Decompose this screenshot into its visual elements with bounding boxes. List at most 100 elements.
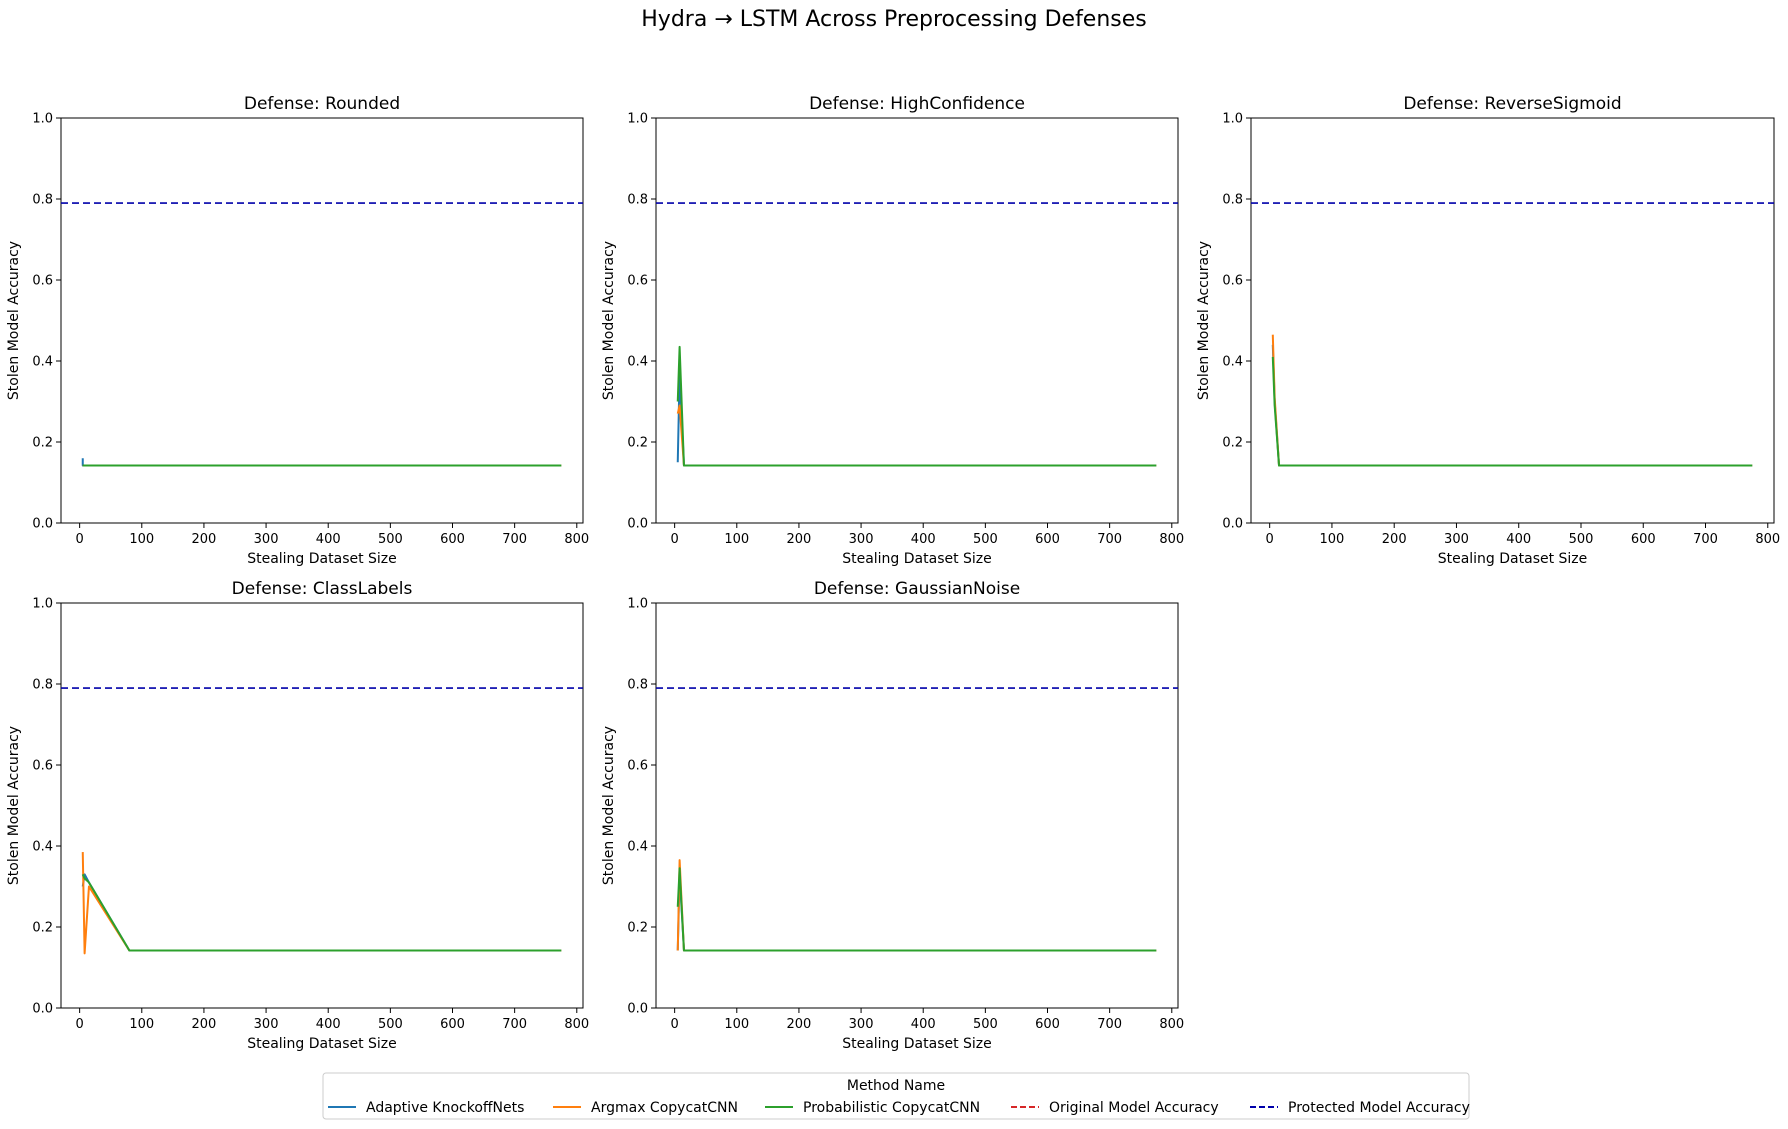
x-tick-label: 700 [502,532,527,547]
y-tick-label: 0.6 [32,759,53,774]
y-axis-label: Stolen Model Accuracy [6,241,22,400]
legend-entry-label: Argmax CopycatCNN [591,1100,738,1116]
legend-entry-label: Adaptive KnockoffNets [366,1100,524,1116]
legend-title: Method Name [847,1078,945,1094]
x-tick-label: 600 [1035,1017,1060,1032]
probabilistic-copycatcnn-line [676,345,1157,467]
x-tick-label: 800 [1159,532,1184,547]
probabilistic-copycatcnn-line [81,873,562,952]
x-axis-label: Stealing Dataset Size [247,551,397,567]
panel-title: Defense: ReverseSigmoid [1403,94,1621,114]
y-axis-label: Stolen Model Accuracy [6,726,22,885]
y-tick-label: 1.0 [627,112,648,127]
x-tick-label: 700 [1693,532,1718,547]
x-tick-label: 100 [1320,532,1345,547]
panel-title: Defense: GaussianNoise [814,579,1020,599]
axes-frame [655,117,1179,524]
x-tick-label: 0 [1266,532,1274,547]
x-tick-label: 400 [316,532,341,547]
x-tick-label: 0 [671,1017,679,1032]
x-tick-label: 800 [564,532,589,547]
panel-title: Defense: Rounded [244,94,400,114]
x-tick-label: 100 [129,1017,154,1032]
plot-area [1251,202,1774,467]
x-axis-label: Stealing Dataset Size [842,1036,992,1052]
plot-area [61,202,583,467]
x-tick-label: 600 [440,532,465,547]
y-tick-label: 0.4 [32,840,53,855]
x-tick-label: 400 [911,532,936,547]
x-tick-label: 400 [1506,532,1531,547]
y-tick-label: 0.2 [32,436,53,451]
x-tick-label: 100 [129,532,154,547]
axes-frame [655,602,1179,1009]
y-tick-label: 0.8 [627,193,648,208]
x-tick-label: 300 [849,532,874,547]
y-tick-label: 0.0 [32,517,53,532]
y-tick-label: 1.0 [32,597,53,612]
y-tick-label: 0.0 [627,1002,648,1017]
plot-area [656,202,1178,467]
x-tick-label: 800 [564,1017,589,1032]
plot-area [656,687,1178,952]
x-tick-label: 0 [76,1017,84,1032]
x-tick-label: 600 [1631,532,1656,547]
y-tick-label: 0.2 [627,921,648,936]
x-tick-label: 500 [1569,532,1594,547]
axes-frame [1250,117,1775,524]
panel-title: Defense: ClassLabels [232,579,413,599]
legend-entry-label: Probabilistic CopycatCNN [803,1100,980,1116]
x-tick-label: 0 [76,532,84,547]
chart-panel: Defense: ReverseSigmoid 0 100 200 300 400 500 6… [1196,94,1780,567]
plot-area [61,687,583,955]
x-tick-label: 0 [671,532,679,547]
chart-panels: Defense: Rounded 0 100 200 300 400 500 600 700 80… [6,94,1780,1052]
y-tick-label: 0.6 [627,759,648,774]
x-axis-label: Stealing Dataset Size [247,1036,397,1052]
y-tick-label: 0.0 [1222,517,1243,532]
y-tick-label: 0.8 [1222,193,1243,208]
y-tick-label: 1.0 [1222,112,1243,127]
y-tick-label: 0.2 [627,436,648,451]
x-tick-label: 200 [192,1017,217,1032]
y-tick-label: 0.4 [32,355,53,370]
x-tick-label: 600 [440,1017,465,1032]
chart-panel: Defense: GaussianNoise 0 100 200 300 400 500 60… [601,579,1184,1052]
y-tick-label: 0.4 [1222,355,1243,370]
y-tick-label: 0.4 [627,355,648,370]
probabilistic-copycatcnn-line [1271,356,1753,467]
x-tick-label: 600 [1035,532,1060,547]
y-tick-label: 0.2 [32,921,53,936]
legend: Method Name Adaptive KnockoffNets Argmax C… [322,1072,1470,1120]
x-tick-label: 200 [192,532,217,547]
chart-panel: Defense: HighConfidence 0 100 200 300 400 500 6… [601,94,1184,567]
axes-frame [60,117,584,524]
axes-frame [60,602,584,1009]
figure-title: Hydra → LSTM Across Preprocessing Defens… [641,7,1147,32]
x-tick-label: 700 [502,1017,527,1032]
legend-entry-label: Protected Model Accuracy [1288,1100,1470,1116]
chart-panel: Defense: ClassLabels 0 100 200 300 400 500 600 7… [6,579,589,1052]
y-axis-label: Stolen Model Accuracy [601,241,617,400]
x-axis-label: Stealing Dataset Size [1438,551,1588,567]
x-tick-label: 400 [316,1017,341,1032]
x-tick-label: 300 [1444,532,1469,547]
x-tick-label: 200 [787,1017,812,1032]
y-tick-label: 1.0 [32,112,53,127]
x-tick-label: 100 [724,532,749,547]
x-tick-label: 800 [1755,532,1780,547]
x-tick-label: 300 [254,1017,279,1032]
chart-panel: Defense: Rounded 0 100 200 300 400 500 600 700 80… [6,94,589,567]
legend-entry-label: Original Model Accuracy [1049,1100,1219,1116]
panel-title: Defense: HighConfidence [809,94,1025,114]
x-tick-label: 500 [973,532,998,547]
legend-frame [322,1072,1470,1120]
x-tick-label: 100 [724,1017,749,1032]
y-tick-label: 0.6 [1222,274,1243,289]
x-axis-label: Stealing Dataset Size [842,551,992,567]
y-axis-label: Stolen Model Accuracy [1196,241,1212,400]
x-tick-label: 300 [849,1017,874,1032]
x-tick-label: 500 [378,1017,403,1032]
y-tick-label: 0.6 [627,274,648,289]
